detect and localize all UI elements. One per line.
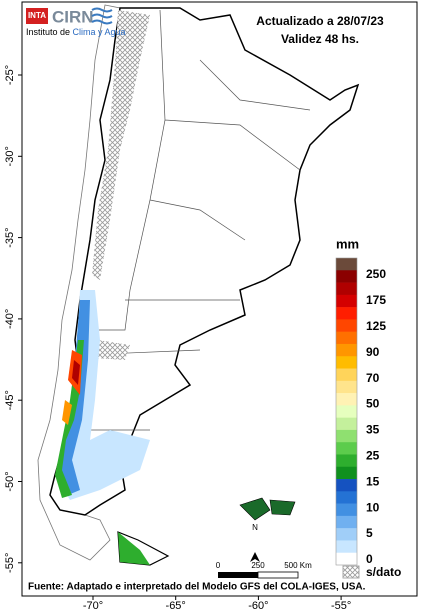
legend-swatch <box>336 319 357 332</box>
legend-label: 250 <box>366 267 386 281</box>
lat-label: -35° <box>4 227 16 247</box>
legend-label: 50 <box>366 397 380 411</box>
province-borders <box>79 9 311 431</box>
legend-swatch <box>336 454 357 468</box>
legend-title: mm <box>336 236 359 251</box>
malvinas <box>239 497 296 521</box>
lon-label: -65° <box>166 600 186 612</box>
scale-label: 500 Km <box>284 561 312 570</box>
updated: Actualizado a 28/07/23 <box>256 14 384 28</box>
legend-swatch <box>336 528 357 541</box>
legend-label: 10 <box>366 500 380 514</box>
scale-bar <box>257 571 299 579</box>
lat-label: -55° <box>4 553 16 573</box>
precip-area <box>62 400 72 425</box>
lon-label: -60° <box>248 600 268 612</box>
legend-swatch <box>336 515 357 529</box>
no-data-area <box>92 10 150 280</box>
legend-label: 125 <box>366 319 386 333</box>
logo-waves <box>91 7 113 25</box>
legend-swatch <box>336 429 357 443</box>
argentina <box>49 7 360 516</box>
lon-label: -70° <box>83 600 103 612</box>
lat-label: -25° <box>4 65 16 85</box>
lat-label: -40° <box>4 309 16 329</box>
scale-label: 0 <box>216 561 221 570</box>
legend-swatch <box>336 417 357 431</box>
institute: Instituto de Clima y Agua <box>26 27 126 37</box>
north-label: N <box>252 523 258 532</box>
no-data-area <box>95 340 130 360</box>
institute-highlight: Clima y Agua <box>73 27 126 37</box>
no-data-swatch <box>342 565 360 579</box>
logo-inta: INTA <box>28 11 46 20</box>
legend-swatch <box>336 343 357 357</box>
legend-swatch <box>336 258 357 271</box>
legend-swatch <box>336 479 357 492</box>
validity: Validez 48 hs. <box>281 32 359 46</box>
legend-swatch <box>336 282 357 296</box>
legend-label: 35 <box>366 423 380 437</box>
legend-label: 175 <box>366 293 386 307</box>
legend-label: 70 <box>366 371 380 385</box>
legend-swatch <box>336 380 357 394</box>
legend-swatch <box>336 368 357 382</box>
north-arrow <box>250 552 260 562</box>
precip-area <box>118 532 150 565</box>
legend-frame <box>335 257 358 566</box>
legend-swatch <box>336 491 357 504</box>
legend-swatch <box>336 442 357 455</box>
legend-swatch <box>336 270 357 283</box>
legend-swatch <box>336 552 357 566</box>
legend-label: 25 <box>366 448 380 462</box>
lat-label: -50° <box>4 471 16 491</box>
legend-swatch <box>336 356 357 369</box>
legend-label: 15 <box>366 474 380 488</box>
legend-swatch <box>336 294 357 308</box>
lon-label: -55° <box>331 600 351 612</box>
legend-swatch <box>336 405 357 418</box>
legend-label: 5 <box>366 526 373 540</box>
legend-swatch <box>336 466 357 480</box>
legend-swatch <box>336 503 357 517</box>
source: Fuente: Adaptado e interpretado del Mode… <box>28 582 366 593</box>
institute-prefix: Instituto de <box>26 27 73 37</box>
logo-inta-box <box>26 8 48 24</box>
legend-swatch <box>336 307 357 320</box>
legend-swatch <box>336 331 357 345</box>
logo-cirn: CIRN <box>52 7 94 26</box>
legend-label: 0 <box>366 552 373 566</box>
no-data-label: s/dato <box>366 565 401 579</box>
scale-label: 250 <box>251 561 265 570</box>
scale-bar <box>218 572 258 578</box>
legend-swatch <box>336 393 357 406</box>
legend-label: 90 <box>366 345 380 359</box>
lat-label: -30° <box>4 146 16 166</box>
legend-swatch <box>336 540 357 554</box>
precip-area <box>72 360 80 385</box>
lat-label: -45° <box>4 390 16 410</box>
